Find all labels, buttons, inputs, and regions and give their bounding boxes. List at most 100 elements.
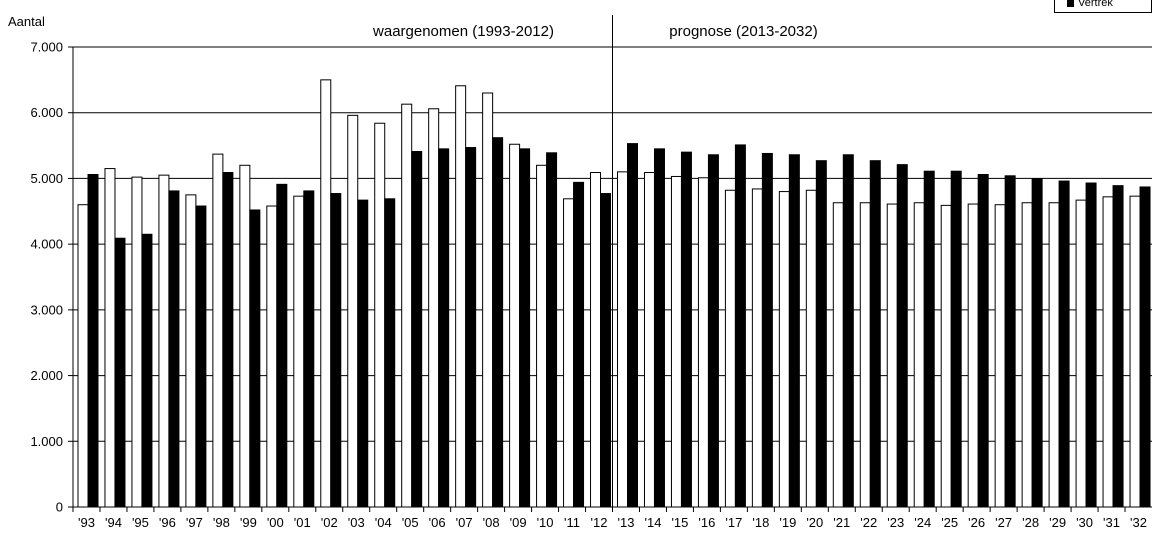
x-tick-label: '93 [78,515,95,530]
bar-series-1 [994,204,1006,508]
bar-series-1 [805,189,817,508]
bar-vertrek [627,143,638,508]
bar-series-1 [320,79,332,508]
x-tick-label: '99 [240,515,257,530]
bar-series-1 [1021,202,1033,508]
x-tick-label: '12 [591,515,608,530]
y-tick-label: 1.000 [30,434,63,449]
x-tick-label: '18 [752,515,769,530]
x-tick-label: '96 [159,515,176,530]
bar-vertrek [815,160,827,508]
bar-series-1 [293,195,305,508]
x-tick-label: '09 [510,515,527,530]
y-tick-label: 2.000 [30,368,63,383]
x-tick-label: '03 [348,515,365,530]
bar-vertrek [357,199,369,508]
annotation-observed: waargenomen (1993-2012) [372,23,554,40]
bar-vertrek [600,193,612,508]
x-tick-label: '21 [833,515,850,530]
bar-vertrek [249,209,261,508]
bar-series-1 [536,164,548,508]
bar-vertrek [707,154,719,508]
x-tick-label: '22 [860,515,877,530]
x-tick-label: '08 [483,515,500,530]
annotation-forecast: prognose (2013-2032) [669,23,817,40]
x-tick-label: '30 [1076,515,1093,530]
bar-vertrek [492,137,504,508]
bar-vertrek [869,160,881,508]
x-tick-label: '02 [321,515,338,530]
x-tick-label: '23 [887,515,904,530]
x-tick-label: '20 [806,515,823,530]
x-tick-label: '15 [671,515,688,530]
bar-series-1 [374,122,386,508]
bar-vertrek [195,205,207,508]
bar-series-1 [239,164,251,508]
bar-vertrek [1085,182,1097,508]
bar-series-1 [940,204,952,508]
bar-series-1 [778,191,790,508]
bar-vertrek [1112,185,1124,508]
bar-series-1 [1075,199,1087,508]
bar-series-1 [859,202,871,508]
y-tick-label: 6.000 [30,105,63,120]
bar-series-1 [266,205,278,508]
bar-series-1 [158,174,170,508]
bar-series-1 [670,175,682,508]
bar-series-1 [185,194,197,508]
bar-series-1 [482,92,494,508]
x-tick-label: '17 [725,515,742,530]
x-tick-label: '05 [402,515,419,530]
x-tick-label: '27 [995,515,1012,530]
bar-vertrek [950,170,962,508]
bar-series-1 [724,189,736,508]
bar-vertrek [1139,186,1151,508]
bar-vertrek [465,147,477,508]
x-tick-label: '07 [456,515,473,530]
bar-vertrek [573,181,585,508]
bar-series-1 [832,202,844,508]
bar-vertrek [114,237,126,508]
bar-series-1 [643,172,655,508]
bar-vertrek [788,154,800,508]
bar-vertrek [303,190,315,508]
x-tick-label: '19 [779,515,796,530]
bar-series-1 [967,203,979,508]
bar-series-1 [913,202,925,508]
bar-series-1 [697,177,709,508]
bar-vertrek [734,144,746,508]
x-tick-label: '16 [698,515,715,530]
x-tick-label: '29 [1049,515,1066,530]
x-tick-label: '00 [267,515,284,530]
bar-series-1 [428,108,440,508]
y-axis-label: Aantal [8,14,45,29]
bar-series-1 [886,203,898,508]
bar-vertrek [276,183,288,508]
bar-vertrek [923,170,935,508]
bar-vertrek [1004,175,1016,508]
bar-vertrek [546,152,558,508]
axes: 0 1.000 2.000 3.000 4.000 5.000 6.000 7.000 '93 '… [30,15,1152,530]
bar-series-1 [401,103,413,508]
x-tick-label: '94 [105,515,122,530]
legend: Vertrek [1054,0,1152,13]
bar-vertrek [842,154,854,508]
bar-vertrek [168,190,180,508]
bar-vertrek [761,152,773,508]
x-tick-label: '13 [618,515,635,530]
bar-series-1 [77,204,89,508]
bar-vertrek [222,172,234,508]
x-tick-label: '04 [375,515,392,530]
bar-vertrek [330,193,342,508]
bar-series-1 [1129,195,1141,508]
bar-series-1 [617,171,628,508]
bar-series-1 [347,114,359,508]
x-tick-label: '10 [537,515,554,530]
legend-label-vertrek: Vertrek [1078,0,1113,9]
x-tick-label: '14 [644,515,661,530]
bar-vertrek [141,233,153,508]
bar-series-1 [1102,196,1114,508]
x-tick-label: '26 [968,515,985,530]
bar-vertrek [384,198,396,508]
